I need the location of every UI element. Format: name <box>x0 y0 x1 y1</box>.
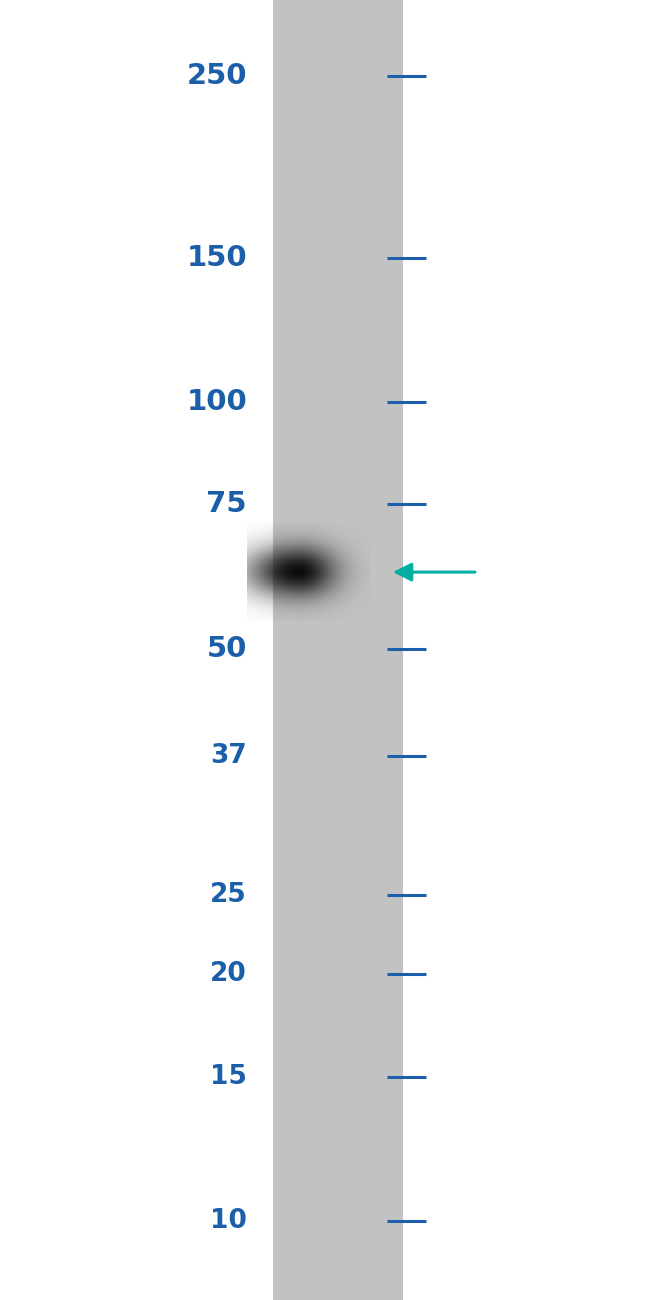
Text: 37: 37 <box>210 742 247 768</box>
Text: 75: 75 <box>207 490 247 519</box>
Text: 15: 15 <box>210 1063 247 1089</box>
Text: 150: 150 <box>187 244 247 272</box>
Text: 100: 100 <box>187 389 247 416</box>
Text: 250: 250 <box>187 62 247 91</box>
Text: 50: 50 <box>207 634 247 663</box>
Bar <box>273 0 403 1300</box>
Text: 25: 25 <box>210 881 247 907</box>
Text: 10: 10 <box>210 1208 247 1234</box>
Text: 20: 20 <box>210 961 247 987</box>
